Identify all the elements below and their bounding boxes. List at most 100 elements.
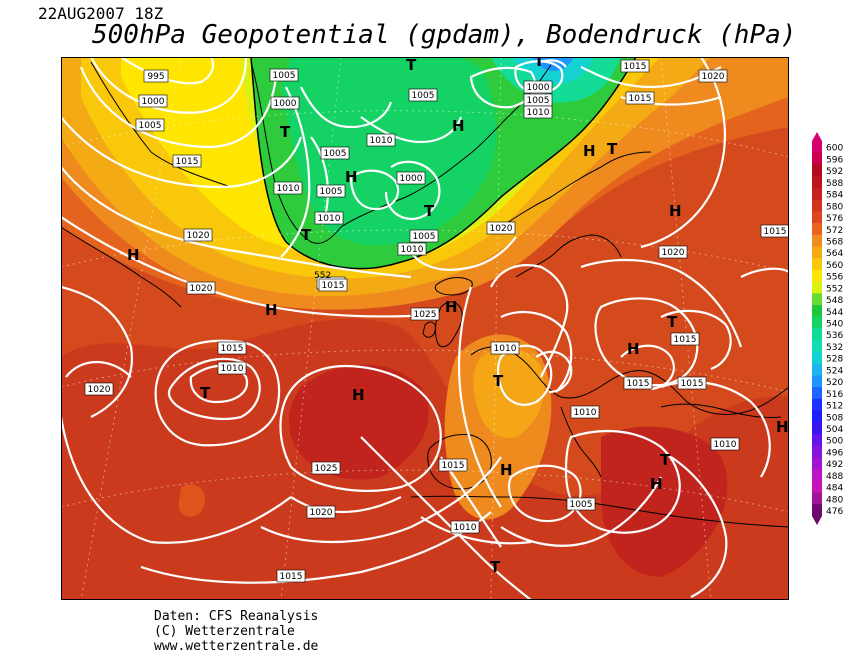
legend-label: 520 — [826, 378, 843, 388]
svg-text:1020: 1020 — [702, 72, 725, 82]
pressure-label: 1010 — [490, 341, 520, 355]
legend-label: 488 — [826, 472, 843, 482]
scandinavia-coast — [500, 151, 652, 278]
website-link[interactable]: www.wetterzentrale.de — [154, 639, 319, 654]
svg-text:1010: 1010 — [221, 364, 244, 374]
pressure-label: 1020 — [698, 69, 728, 83]
legend-label: 568 — [826, 237, 843, 247]
svg-text:1020: 1020 — [662, 248, 685, 258]
pressure-label: 1015 — [217, 341, 247, 355]
legend-label: 524 — [826, 366, 843, 376]
legend-swatch — [812, 492, 822, 505]
svg-text:1010: 1010 — [370, 136, 393, 146]
pressure-label: 1000 — [138, 94, 168, 108]
map-datetime: 22AUG2007 18Z — [38, 4, 164, 23]
svg-text:1005: 1005 — [139, 121, 162, 131]
svg-text:1025: 1025 — [315, 464, 338, 474]
legend-swatch — [812, 375, 822, 388]
low-pressure-center: T — [660, 451, 671, 469]
svg-text:1015: 1015 — [176, 157, 199, 167]
legend-swatch — [812, 422, 822, 435]
svg-text:1015: 1015 — [674, 335, 697, 345]
svg-text:1010: 1010 — [454, 523, 477, 533]
labrador-coast — [61, 226, 182, 308]
data-source: Daten: CFS Reanalysis — [154, 609, 319, 624]
pressure-label: 552 — [314, 271, 331, 281]
pressure-label: 1015 — [620, 59, 650, 73]
legend-swatch — [812, 316, 822, 329]
low-pressure-center: T — [200, 384, 211, 402]
pressure-label: 1020 — [658, 245, 688, 259]
legend-swatch — [812, 504, 822, 517]
legend-swatch — [812, 187, 822, 200]
pressure-label: 1005 — [316, 184, 346, 198]
svg-text:552: 552 — [314, 271, 331, 281]
legend-swatch — [812, 410, 822, 423]
legend-swatch — [812, 351, 822, 365]
svg-text:1015: 1015 — [442, 461, 465, 471]
pressure-label: 1015 — [276, 569, 306, 583]
pressure-label: 1000 — [270, 96, 300, 110]
pressure-label: 1015 — [318, 278, 348, 292]
legend-label: 484 — [826, 484, 843, 494]
legend-swatch — [812, 305, 822, 318]
svg-text:1010: 1010 — [714, 440, 737, 450]
legend-label: 476 — [826, 507, 843, 517]
legend-label: 552 — [826, 284, 843, 294]
svg-text:1010: 1010 — [401, 245, 424, 255]
svg-text:995: 995 — [147, 72, 164, 82]
legend-swatch — [812, 363, 822, 376]
high-pressure-center: H — [500, 461, 513, 479]
svg-text:1005: 1005 — [320, 187, 343, 197]
legend-label: 600 — [826, 144, 843, 154]
legend-label: 504 — [826, 425, 843, 435]
high-pressure-center: H — [127, 246, 140, 264]
legend-swatch — [812, 480, 822, 493]
low-pressure-center: T — [607, 140, 618, 158]
pressure-label: 1005 — [409, 229, 439, 243]
svg-text:1020: 1020 — [187, 231, 210, 241]
pressure-label: 1010 — [217, 361, 247, 375]
legend-swatch — [812, 246, 822, 259]
legend-label: 572 — [826, 226, 843, 236]
high-pressure-center: H — [776, 418, 789, 436]
field-584 — [289, 364, 429, 480]
legend-cap-bottom — [812, 516, 822, 525]
legend-label: 500 — [826, 437, 843, 447]
legend-label: 508 — [826, 413, 843, 423]
legend-label: 576 — [826, 214, 843, 224]
legend-label: 540 — [826, 320, 843, 330]
pressure-label: 1010 — [314, 211, 344, 225]
low-pressure-center: T — [424, 202, 435, 220]
pressure-label: 1010 — [397, 242, 427, 256]
pressure-label: 1020 — [84, 382, 114, 396]
pressure-label: 1020 — [306, 505, 336, 519]
iberia-coast — [427, 434, 492, 490]
high-pressure-center: H — [352, 386, 365, 404]
pressure-label: 1025 — [410, 307, 440, 321]
copyright: (C) Wetterzentrale — [154, 624, 295, 639]
svg-text:1020: 1020 — [190, 284, 213, 294]
svg-text:1010: 1010 — [574, 408, 597, 418]
pressure-label: 1005 — [566, 497, 596, 511]
low-pressure-center: T — [534, 57, 545, 70]
legend-label: 536 — [826, 331, 843, 341]
field-584b — [601, 426, 728, 577]
legend-label: 580 — [826, 202, 843, 212]
pressure-label: 1005 — [269, 68, 299, 82]
svg-text:1015: 1015 — [280, 572, 303, 582]
legend-label: 480 — [826, 495, 843, 505]
baffin-coast — [90, 61, 232, 188]
pressure-label: 1005 — [523, 93, 553, 107]
high-pressure-center: H — [345, 168, 358, 186]
isobars — [61, 57, 789, 600]
britain-coast — [422, 301, 463, 348]
svg-text:1005: 1005 — [413, 232, 436, 242]
pressure-label: 1010 — [710, 437, 740, 451]
legend-label: 548 — [826, 296, 843, 306]
pressure-label: 1025 — [311, 461, 341, 475]
low-pressure-center: T — [667, 313, 678, 331]
svg-text:1010: 1010 — [318, 214, 341, 224]
low-pressure-center: T — [493, 372, 504, 390]
high-pressure-center: H — [627, 340, 640, 358]
